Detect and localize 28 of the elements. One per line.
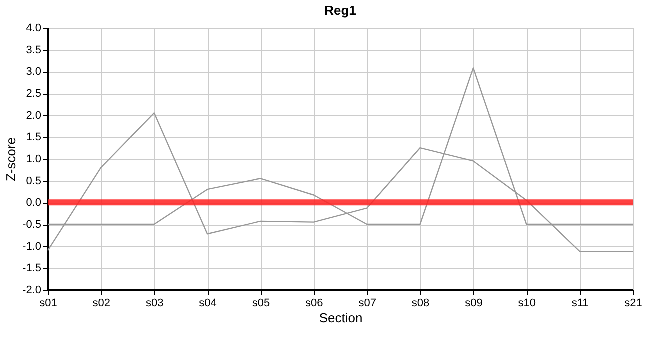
y-tick-label: 0.5 xyxy=(26,175,42,188)
x-tick-label: s11 xyxy=(572,298,589,310)
y-tick-label: 1.5 xyxy=(26,132,42,144)
x-tick-label: s21 xyxy=(624,298,642,310)
y-tick-label: 0.0 xyxy=(26,197,42,210)
x-tick-label: s07 xyxy=(358,298,376,310)
y-tick-label: 2.0 xyxy=(26,110,42,122)
y-tick-label: 4.0 xyxy=(26,22,42,34)
y-tick-label: -2.0 xyxy=(22,284,42,296)
y-axis-title: Z-score xyxy=(4,137,19,182)
x-axis-title: Section xyxy=(319,310,363,326)
x-tick-label: s06 xyxy=(306,298,324,310)
x-tick-label: s03 xyxy=(146,298,164,310)
x-tick-label: s09 xyxy=(465,298,483,310)
x-tick-label: s08 xyxy=(412,298,430,310)
y-tick-label: -1.5 xyxy=(22,262,42,275)
y-tick-label: 1.0 xyxy=(26,154,42,166)
chart-title: Reg1 xyxy=(324,3,356,18)
x-tick-label: s04 xyxy=(199,298,217,310)
y-tick-label: 3.0 xyxy=(26,66,42,78)
x-tick-label: s02 xyxy=(92,298,111,310)
y-tick-label: -0.5 xyxy=(22,219,42,231)
x-tick-label: s05 xyxy=(252,298,270,310)
y-tick-label: 2.5 xyxy=(26,88,42,100)
y-tick-label: -1.0 xyxy=(22,240,42,253)
y-tick-label: 3.5 xyxy=(26,44,42,56)
x-tick-label: s01 xyxy=(40,298,58,310)
x-tick-label: s10 xyxy=(518,298,536,310)
